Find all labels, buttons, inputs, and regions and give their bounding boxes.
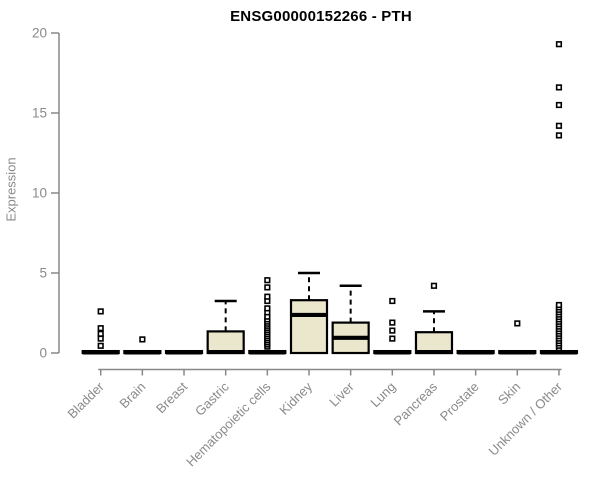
x-axis-tick-label-brain: Brain (116, 379, 148, 411)
outlier-point-lung (389, 335, 396, 342)
outlier-point-hematopoietic-cells (264, 284, 271, 291)
outlier-point-unknown-other (555, 101, 563, 109)
outlier-point-skin (514, 320, 521, 327)
outlier-point-lung (389, 319, 396, 326)
x-axis-tick-label-gastric: Gastric (192, 379, 232, 419)
x-axis-tick-label-unknown-other: Unknown / Other (485, 379, 565, 459)
outlier-point-hematopoietic-cells (264, 277, 271, 284)
outlier-point-unknown-other (555, 84, 563, 91)
x-axis-tick-label-liver: Liver (326, 379, 357, 410)
x-axis-tick-label-skin: Skin (495, 379, 523, 407)
outlier-point-hematopoietic-cells (264, 293, 271, 300)
outlier-point-lung (389, 327, 396, 334)
x-axis-tick-label-pancreas: Pancreas (391, 379, 441, 429)
outlier-point-bladder (97, 308, 104, 315)
y-axis-tick-label: 10 (32, 186, 47, 201)
outlier-point-bladder (97, 325, 104, 332)
x-axis-tick-label-prostate: Prostate (437, 379, 482, 424)
outlier-point-lung (389, 297, 396, 305)
x-axis-tick-label-lung: Lung (367, 379, 398, 410)
x-axis-tick-label-breast: Breast (153, 379, 190, 416)
x-axis-tick-label-bladder: Bladder (65, 379, 108, 422)
box-rect-pancreas (414, 331, 454, 355)
y-axis-tick-label: 20 (32, 26, 47, 41)
y-axis-tick-label: 15 (32, 106, 47, 121)
outlier-point-unknown-other (555, 301, 563, 309)
outlier-point-unknown-other (555, 41, 563, 48)
outlier-point-pancreas (430, 282, 438, 289)
y-axis-tick-label: 0 (39, 346, 47, 361)
chart-title: ENSG00000152266 - PTH (230, 8, 412, 25)
outlier-point-bladder (97, 342, 104, 349)
y-axis-tick-label: 5 (39, 266, 47, 281)
outlier-point-unknown-other (555, 122, 563, 129)
outlier-point-bladder (97, 335, 104, 342)
outlier-point-hematopoietic-cells (264, 305, 271, 312)
box-rect-gastric (206, 330, 245, 355)
x-axis-tick-label-kidney: Kidney (276, 379, 315, 418)
outlier-point-brain (139, 336, 146, 343)
box-rect-kidney (289, 299, 329, 355)
outlier-point-unknown-other (555, 132, 563, 139)
outlier-point-bladder (97, 330, 104, 337)
